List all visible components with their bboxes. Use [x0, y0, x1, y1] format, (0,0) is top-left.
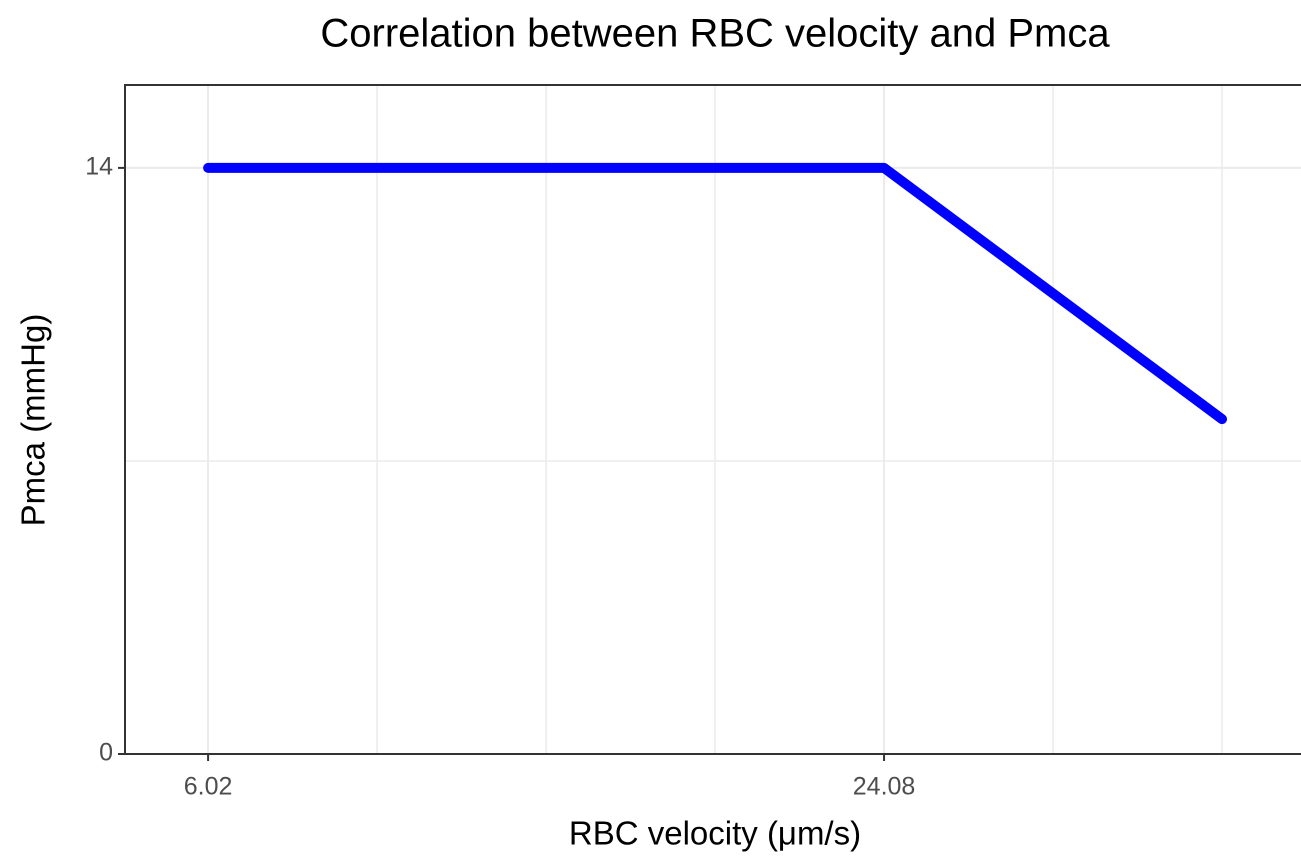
- data-line: [203, 162, 1228, 425]
- x-axis-title: RBC velocity (μm/s): [569, 815, 861, 852]
- x-tick-label: 6.02: [184, 773, 233, 801]
- chart-title: Correlation between RBC velocity and Pmc…: [320, 12, 1110, 56]
- y-axis-title: Pmca (mmHg): [15, 314, 52, 527]
- y-tick-label: 0: [99, 739, 113, 767]
- panel-border: [124, 84, 1301, 755]
- x-tick-label: 24.08: [853, 773, 916, 801]
- y-tick-label: 14: [85, 153, 113, 181]
